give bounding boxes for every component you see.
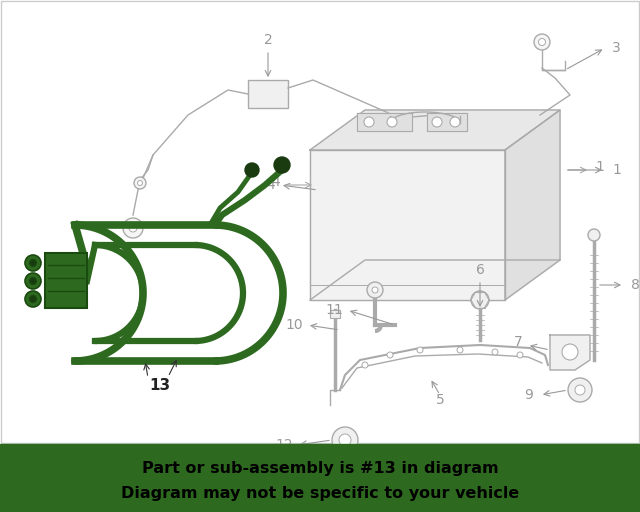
Circle shape: [432, 117, 442, 127]
Circle shape: [138, 181, 143, 185]
Text: 9: 9: [524, 388, 533, 402]
Circle shape: [134, 177, 146, 189]
Text: 4: 4: [266, 178, 275, 192]
Circle shape: [274, 157, 290, 173]
Text: 6: 6: [476, 263, 484, 277]
Circle shape: [457, 347, 463, 353]
Circle shape: [25, 255, 41, 271]
Polygon shape: [310, 110, 560, 150]
Circle shape: [245, 163, 259, 177]
Circle shape: [517, 352, 523, 358]
Text: 3: 3: [612, 41, 621, 55]
Bar: [45, 253, 87, 308]
Text: Part or sub-assembly is #13 in diagram: Part or sub-assembly is #13 in diagram: [141, 461, 499, 476]
Circle shape: [332, 427, 358, 453]
Circle shape: [29, 260, 36, 267]
Circle shape: [492, 349, 498, 355]
Circle shape: [339, 434, 351, 446]
Circle shape: [25, 291, 41, 307]
Circle shape: [534, 34, 550, 50]
Bar: [1, 1, 639, 443]
Text: 1: 1: [595, 160, 604, 174]
Polygon shape: [310, 150, 505, 300]
Text: Diagram may not be specific to your vehicle: Diagram may not be specific to your vehi…: [121, 485, 519, 501]
Circle shape: [372, 287, 378, 293]
Text: 13: 13: [149, 377, 171, 393]
Circle shape: [568, 378, 592, 402]
Text: 11: 11: [325, 303, 343, 317]
Circle shape: [562, 344, 578, 360]
Bar: [0, 444, 640, 512]
Text: 5: 5: [436, 393, 444, 407]
Text: 4: 4: [271, 175, 280, 189]
Circle shape: [25, 273, 41, 289]
Circle shape: [29, 278, 36, 285]
Circle shape: [123, 218, 143, 238]
Circle shape: [29, 295, 36, 303]
Circle shape: [450, 117, 460, 127]
Polygon shape: [427, 113, 467, 131]
Circle shape: [367, 282, 383, 298]
Text: 1: 1: [612, 163, 621, 177]
Bar: [248, 80, 288, 108]
Bar: [330, 310, 340, 318]
Circle shape: [387, 352, 393, 358]
Circle shape: [471, 291, 489, 309]
Polygon shape: [505, 110, 560, 300]
Circle shape: [129, 224, 137, 232]
Polygon shape: [550, 335, 590, 370]
Circle shape: [588, 229, 600, 241]
Text: 8: 8: [631, 278, 640, 292]
Circle shape: [387, 117, 397, 127]
Text: 10: 10: [285, 318, 303, 332]
Circle shape: [364, 117, 374, 127]
Text: 12: 12: [275, 438, 293, 452]
Polygon shape: [357, 113, 412, 131]
Circle shape: [538, 38, 545, 46]
Circle shape: [362, 362, 368, 368]
Text: 7: 7: [515, 335, 523, 349]
Text: 2: 2: [264, 33, 273, 47]
Circle shape: [417, 347, 423, 353]
Circle shape: [575, 385, 585, 395]
